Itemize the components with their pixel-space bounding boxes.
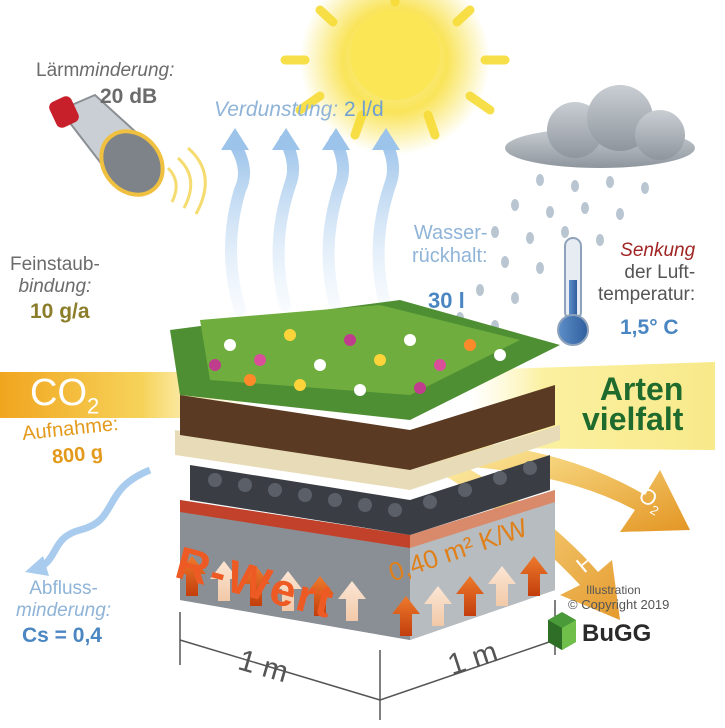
abfluss-label-line1: Abfluss- — [29, 578, 98, 599]
wasser-label-line1: Wasser- — [413, 222, 488, 244]
co2-label: CO2 — [30, 372, 99, 419]
r-wert-heat-arrows — [178, 556, 548, 636]
arten-label: Arten vielfalt — [582, 371, 684, 438]
bugg-logo — [548, 612, 576, 650]
co2-text: CO — [30, 372, 87, 414]
verdunstung-value: 2 l/d — [344, 98, 384, 121]
illustration-label: Illustration — [586, 583, 641, 597]
thermometer-icon — [557, 237, 589, 346]
abfluss-label: Abfluss- minderung: — [16, 578, 111, 622]
feinstaub-label: Feinstaub- bindung: — [10, 254, 100, 298]
senkung-label: Senkung der Luft- temperatur: — [598, 240, 695, 306]
laerm-label: Lärmminderung: — [36, 60, 174, 82]
runoff-arrow — [25, 466, 152, 576]
abfluss-value: Cs = 0,4 — [22, 624, 102, 647]
senkung-value: 1,5° C — [620, 316, 679, 339]
feinstaub-label-line1: Feinstaub- — [10, 254, 100, 275]
bugg-logo-text: BuGG — [582, 620, 652, 647]
verdunstung-label: Verdunstung: 2 l/d — [214, 98, 384, 122]
senkung-label-line1: Senkung — [620, 240, 696, 261]
laerm-value: 20 dB — [100, 85, 158, 108]
copyright-text: Copyright 2019 — [581, 597, 670, 612]
wasser-label: Wasser- rückhalt: — [412, 222, 488, 268]
evaporation-arrows — [225, 134, 400, 316]
feinstaub-value: 10 g/a — [30, 300, 90, 323]
evaporation-arrowheads — [221, 128, 400, 150]
flowers-icon — [209, 329, 506, 396]
abfluss-label-line2: minderung: — [16, 599, 112, 621]
sun-icon — [280, 0, 510, 155]
cloud-icon — [505, 85, 695, 168]
megaphone-icon — [49, 93, 207, 215]
laerm-label-part1: Lärm — [36, 60, 80, 81]
copyright-label: © Copyright 2019 — [568, 597, 670, 613]
arten-label-line2: vielfalt — [582, 401, 684, 438]
senkung-label-line2: der Luft- — [624, 261, 696, 283]
wasser-value: 30 l — [428, 288, 465, 313]
senkung-label-line3: temperatur: — [598, 283, 696, 305]
arten-label-line1: Arten — [599, 371, 684, 407]
copyright-icon: © — [568, 597, 578, 612]
feinstaub-label-line2: bindung: — [18, 275, 92, 297]
laerm-label-part2: minderung: — [79, 60, 175, 81]
verdunstung-label-text: Verdunstung: — [214, 98, 339, 121]
wasser-label-line2: rückhalt: — [412, 245, 488, 267]
co2-subscript: 2 — [87, 393, 100, 419]
